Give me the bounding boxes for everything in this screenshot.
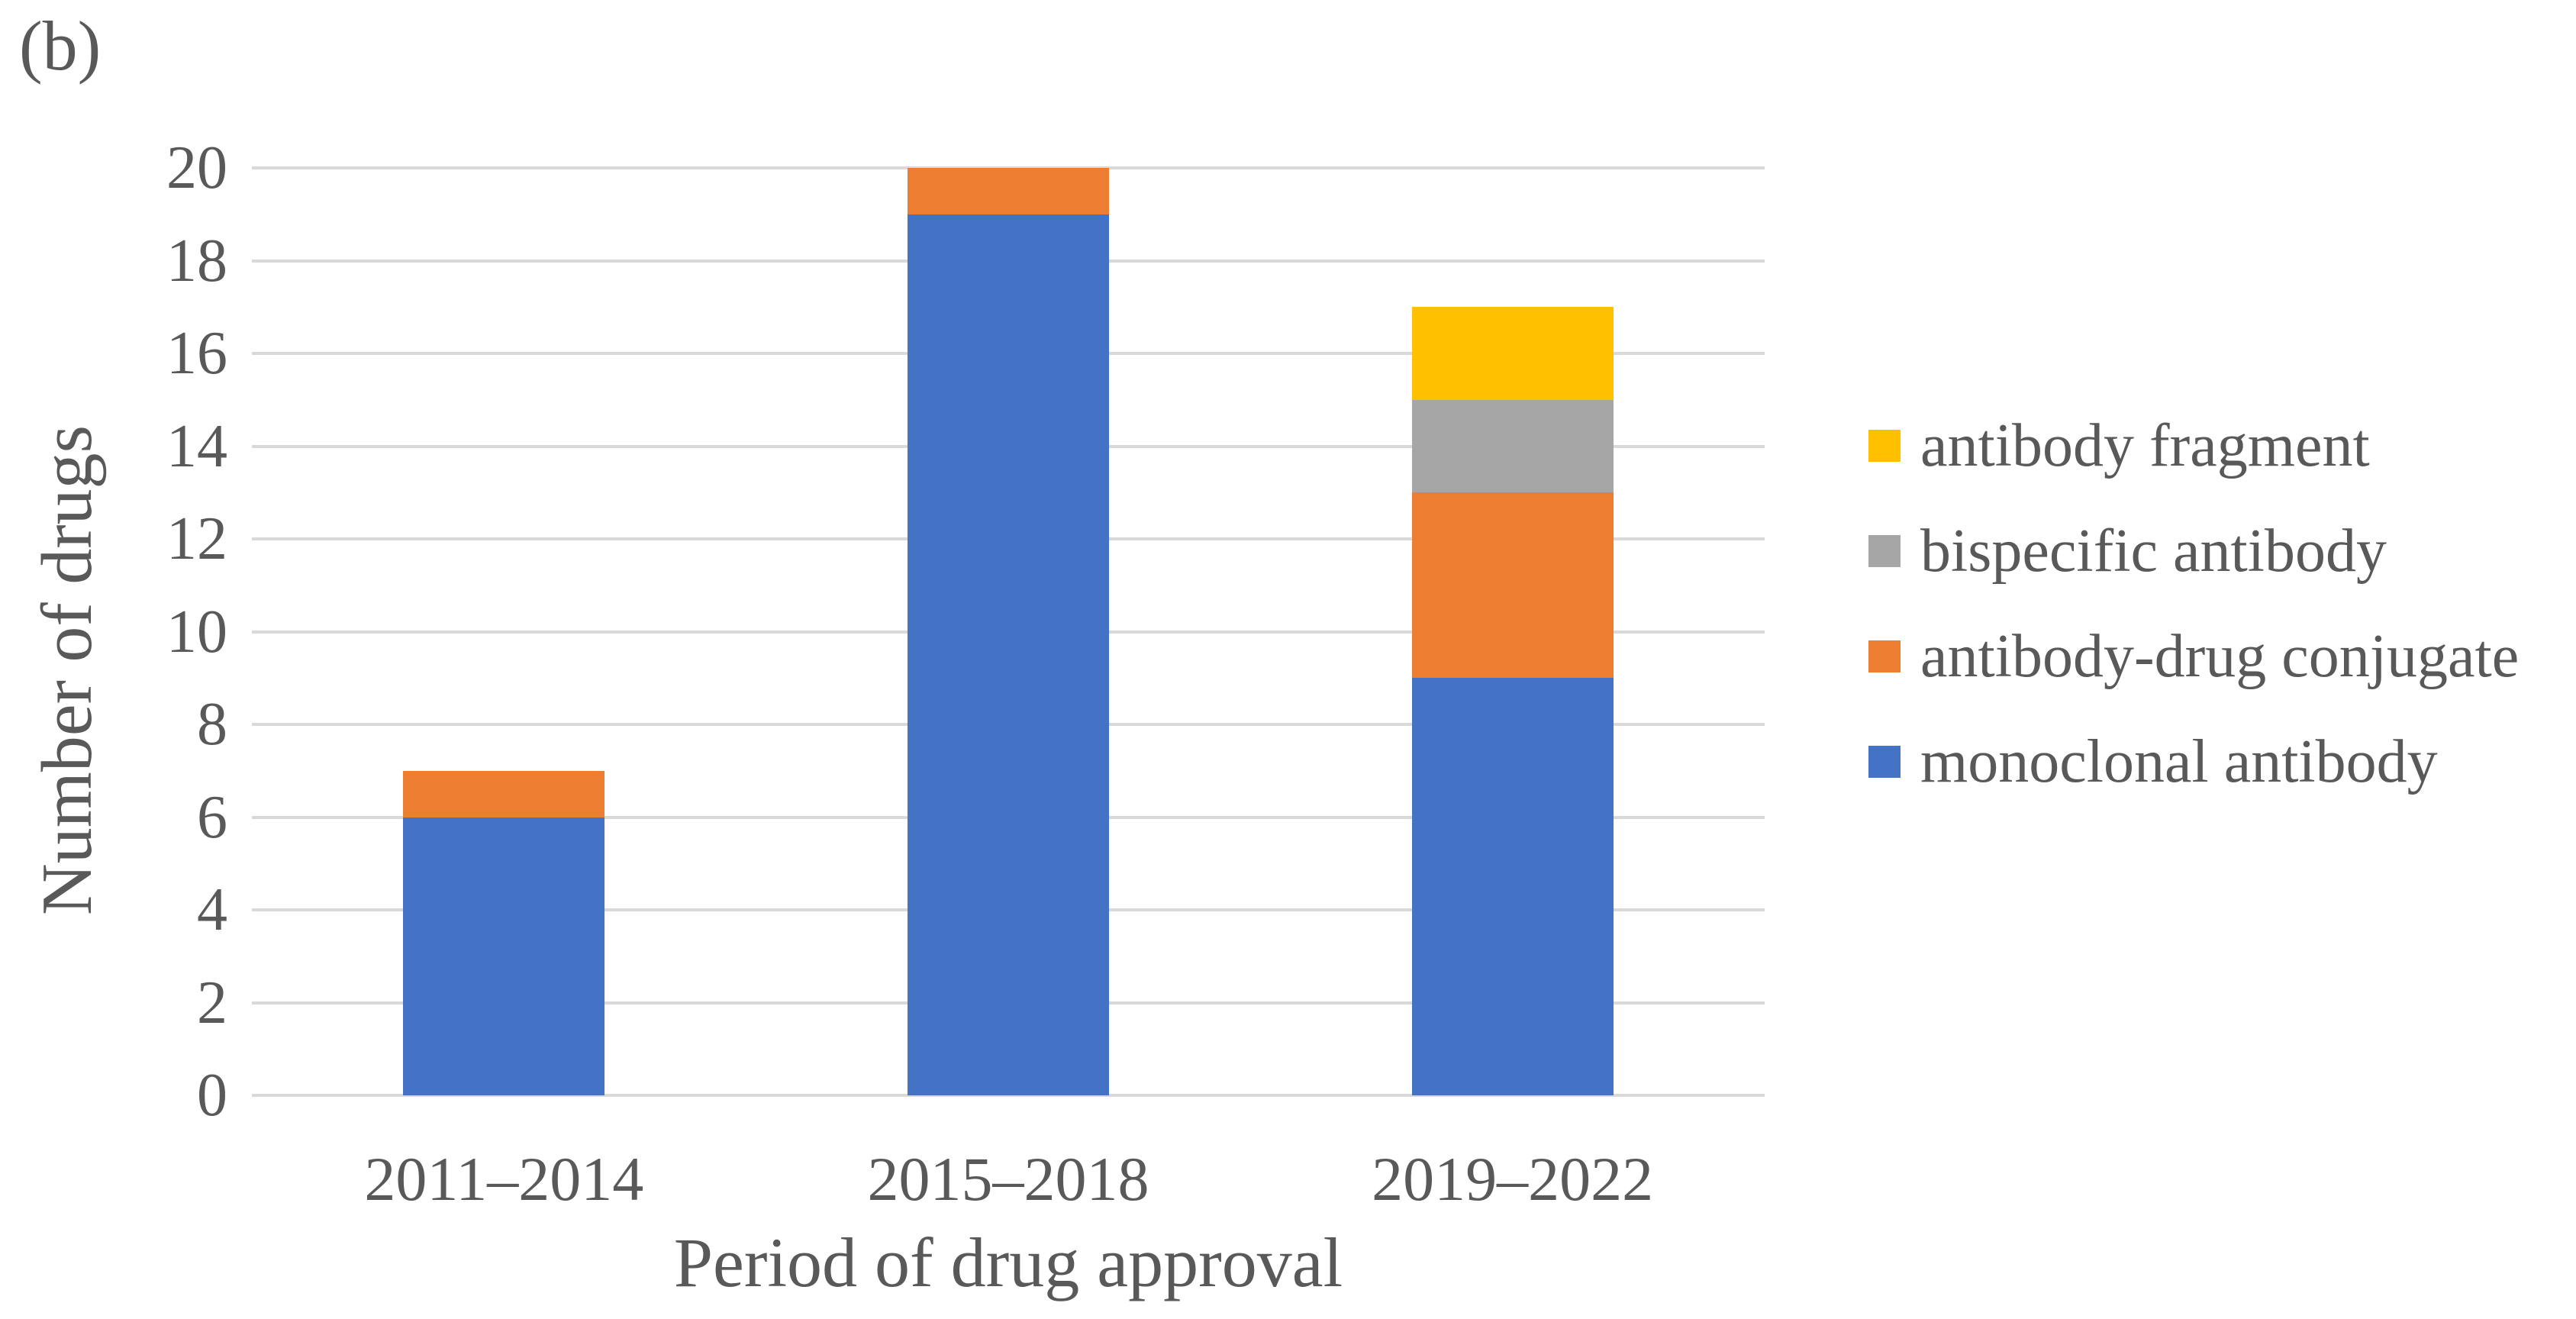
x-tick-label-1: 2015–2018 bbox=[867, 1144, 1149, 1214]
y-tick-label-8: 8 bbox=[197, 691, 227, 758]
figure-panel-label: (b) bbox=[19, 7, 102, 85]
x-tick-label-0: 2011–2014 bbox=[364, 1144, 644, 1214]
y-tick-label-18: 18 bbox=[166, 227, 227, 295]
gridline-y-0 bbox=[252, 1094, 1765, 1097]
legend-swatch-antibody-fragment bbox=[1868, 430, 1901, 462]
y-tick-label-10: 10 bbox=[166, 598, 227, 666]
x-axis-title: Period of drug approval bbox=[673, 1224, 1343, 1301]
bar-segment-monoclonal-antibody bbox=[908, 214, 1109, 1095]
legend: antibody fragment bispecific antibody anti… bbox=[1868, 393, 2519, 814]
legend-swatch-bispecific-antibody bbox=[1868, 535, 1901, 567]
legend-item-antibody-fragment: antibody fragment bbox=[1868, 393, 2519, 498]
legend-label: monoclonal antibody bbox=[1920, 727, 2438, 795]
y-tick-label-20: 20 bbox=[166, 134, 227, 202]
x-tick-label-2: 2019–2022 bbox=[1372, 1144, 1654, 1214]
bar-segment-bispecific-antibody bbox=[1411, 399, 1614, 493]
legend-label: antibody fragment bbox=[1920, 411, 2370, 479]
bar-segment-antibody-drug-conjugate bbox=[403, 770, 605, 818]
y-tick-label-4: 4 bbox=[197, 876, 227, 943]
y-tick-label-0: 0 bbox=[197, 1062, 227, 1129]
y-tick-label-12: 12 bbox=[166, 505, 227, 572]
legend-item-bispecific-antibody: bispecific antibody bbox=[1868, 498, 2519, 604]
bar-segment-antibody-drug-conjugate bbox=[1411, 492, 1614, 679]
y-tick-label-14: 14 bbox=[166, 412, 227, 480]
y-tick-label-16: 16 bbox=[166, 320, 227, 387]
legend-swatch-monoclonal-antibody bbox=[1868, 746, 1901, 778]
legend-label: antibody-drug conjugate bbox=[1920, 622, 2520, 690]
y-tick-label-6: 6 bbox=[197, 783, 227, 851]
legend-swatch-antibody-drug-conjugate bbox=[1868, 640, 1901, 672]
bar-segment-monoclonal-antibody bbox=[1411, 678, 1614, 1095]
bar-segment-monoclonal-antibody bbox=[403, 817, 605, 1095]
legend-item-antibody-drug-conjugate: antibody-drug conjugate bbox=[1868, 604, 2519, 709]
y-tick-label-2: 2 bbox=[197, 969, 227, 1037]
y-axis-title: Number of drugs bbox=[27, 424, 107, 916]
legend-label: bispecific antibody bbox=[1920, 517, 2387, 585]
legend-item-monoclonal-antibody: monoclonal antibody bbox=[1868, 709, 2519, 814]
bar-segment-antibody-drug-conjugate bbox=[908, 168, 1109, 214]
bar-segment-antibody-fragment bbox=[1411, 307, 1614, 400]
